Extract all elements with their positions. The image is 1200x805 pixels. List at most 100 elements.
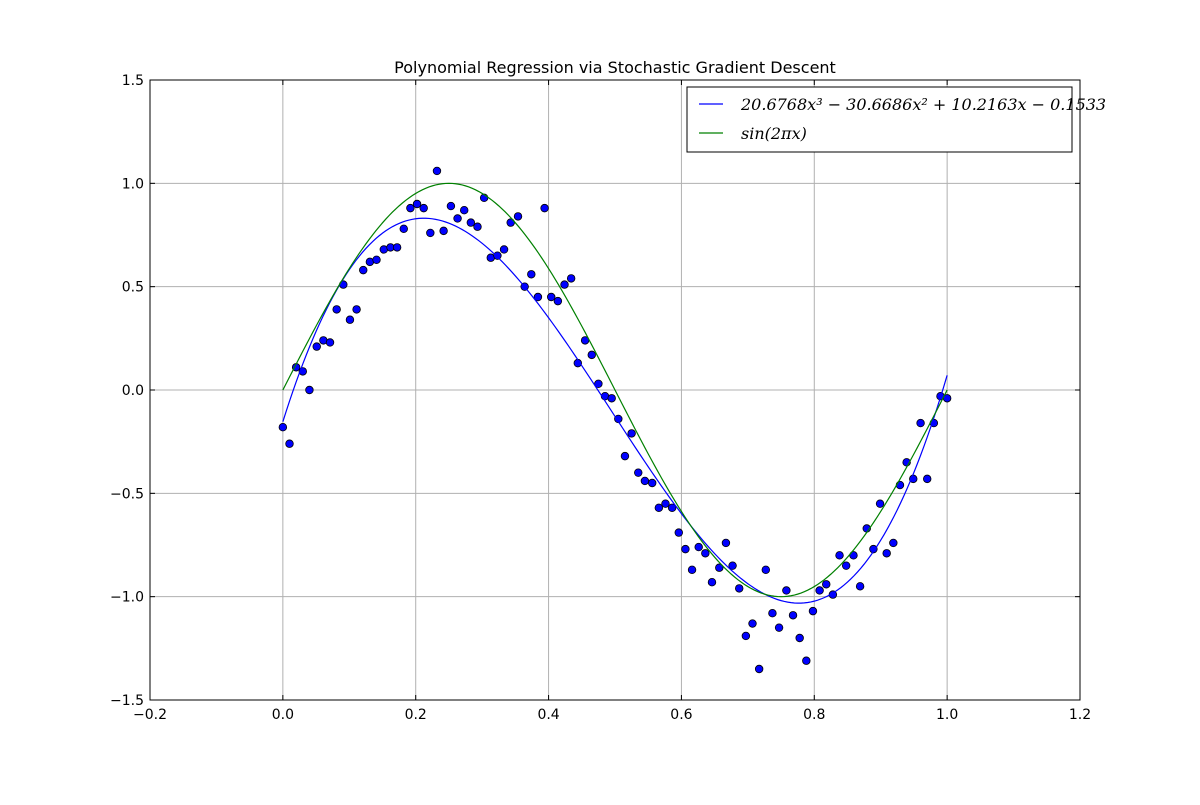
data-point — [654, 503, 664, 512]
data-point — [681, 544, 690, 554]
data-point — [875, 499, 885, 508]
sine-line — [282, 182, 948, 598]
data-point — [748, 619, 757, 628]
y-tick-label: −0.5 — [110, 486, 144, 502]
data-point — [788, 611, 798, 620]
data-point — [761, 565, 770, 574]
data-point — [325, 338, 335, 347]
data-point — [533, 292, 543, 302]
data-point — [614, 414, 623, 424]
data-point — [795, 633, 804, 643]
data-point — [432, 166, 442, 176]
data-point — [540, 203, 549, 213]
data-point — [392, 243, 402, 252]
data-point — [661, 499, 670, 508]
data-point — [499, 245, 509, 254]
data-point — [332, 305, 341, 314]
data-point — [640, 476, 650, 486]
data-point — [855, 582, 865, 591]
x-tick-label: 1.0 — [936, 707, 958, 723]
data-point — [889, 538, 898, 548]
data-point — [412, 199, 422, 209]
data-point — [587, 350, 596, 360]
data-point — [627, 429, 636, 438]
data-point — [278, 423, 288, 432]
data-point — [560, 280, 569, 289]
x-tick-label: −0.2 — [133, 707, 167, 723]
polynomial-fit-line — [282, 217, 948, 604]
data-point — [553, 296, 563, 306]
data-point — [707, 578, 717, 587]
data-point — [774, 623, 784, 632]
y-tick-label: 0.0 — [122, 383, 144, 399]
legend: 20.6768x³ − 30.6686x² + 10.2163x − 0.153… — [686, 86, 1106, 153]
data-point — [768, 609, 777, 618]
legend-label-polynomial-fit: 20.6768x³ − 30.6686x² + 10.2163x − 0.153… — [740, 95, 1106, 114]
data-point — [473, 222, 482, 231]
data-point — [527, 270, 536, 279]
x-tick-label: 0.6 — [670, 707, 692, 723]
data-point — [285, 439, 294, 448]
data-point — [715, 563, 724, 572]
data-point — [426, 228, 435, 238]
data-point — [923, 474, 932, 484]
data-point — [466, 218, 476, 227]
data-point — [701, 549, 710, 558]
data-point — [721, 538, 731, 548]
y-tick-label: 1.0 — [122, 176, 144, 192]
data-point — [359, 265, 368, 275]
chart-title: Polynomial Regression via Stochastic Gra… — [394, 58, 836, 77]
data-point — [419, 203, 428, 213]
data-point — [566, 274, 576, 283]
data-point — [594, 379, 603, 388]
data-point — [735, 584, 744, 593]
data-point — [547, 292, 556, 302]
x-tick-label: 0.4 — [537, 707, 559, 723]
data-point — [882, 549, 891, 558]
data-point — [439, 226, 448, 236]
x-tick-label: 0.0 — [272, 707, 294, 723]
data-point — [446, 201, 456, 211]
data-point — [372, 255, 381, 264]
x-tick-label: 0.2 — [405, 707, 427, 723]
data-point — [815, 586, 824, 595]
data-point — [835, 551, 844, 560]
y-tick-label: −1.0 — [110, 590, 144, 606]
data-point — [513, 212, 523, 221]
data-point — [352, 305, 361, 314]
data-point — [493, 251, 502, 260]
data-point — [687, 565, 697, 574]
data-point — [634, 468, 643, 477]
data-point — [741, 631, 751, 641]
data-point — [460, 205, 469, 215]
data-point — [822, 580, 831, 589]
data-point — [808, 606, 818, 616]
data-point — [305, 385, 314, 395]
plot-area — [278, 166, 952, 674]
data-point — [782, 586, 791, 595]
data-point — [312, 342, 321, 351]
data-point — [694, 542, 703, 552]
data-point — [648, 478, 657, 488]
data-point — [869, 544, 878, 554]
y-tick-label: 0.5 — [122, 280, 144, 296]
data-point — [754, 664, 764, 674]
y-tick-label: 1.5 — [122, 73, 144, 89]
data-point — [802, 656, 811, 665]
data-point — [728, 561, 737, 570]
data-point — [406, 203, 415, 213]
data-point — [453, 214, 462, 223]
data-point — [916, 418, 925, 428]
data-point — [620, 451, 630, 461]
data-point — [895, 480, 905, 490]
legend-box — [686, 86, 1073, 153]
y-tick-label: −1.5 — [110, 693, 144, 709]
data-point — [345, 315, 355, 324]
data-point — [667, 503, 677, 512]
x-tick-label: 0.8 — [803, 707, 825, 723]
data-point — [841, 561, 851, 570]
data-point — [607, 394, 616, 403]
data-point — [674, 528, 683, 537]
x-tick-label: 1.2 — [1069, 707, 1091, 723]
